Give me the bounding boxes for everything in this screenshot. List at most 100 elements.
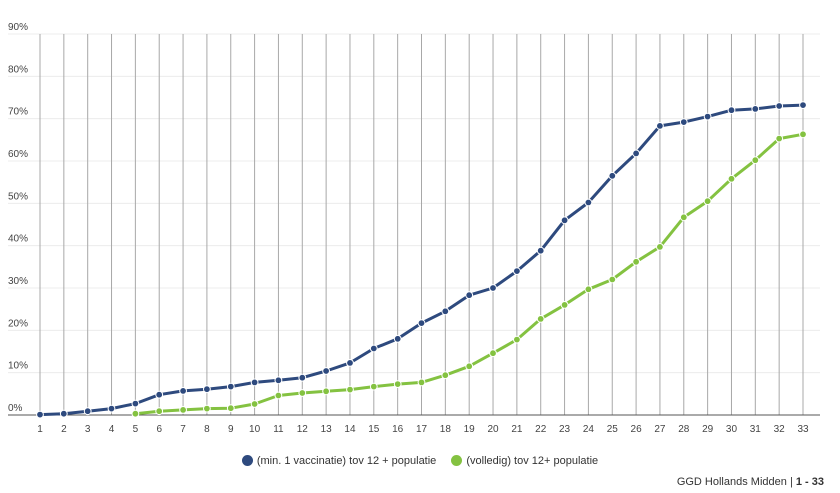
series-1-point bbox=[632, 149, 640, 158]
series-2-point bbox=[131, 409, 140, 418]
x-tick-label: 15 bbox=[368, 424, 380, 435]
series-1-point bbox=[775, 102, 784, 110]
x-tick-label: 26 bbox=[631, 424, 643, 435]
series-1-point bbox=[203, 385, 211, 394]
x-tick-label: 7 bbox=[180, 424, 186, 435]
series-2-point bbox=[226, 404, 235, 413]
series-2-point bbox=[536, 315, 545, 323]
series-2-point bbox=[489, 349, 497, 358]
series-2-point bbox=[250, 400, 259, 408]
series-2-point bbox=[799, 130, 807, 139]
series-2-point bbox=[775, 134, 784, 143]
series-2-point bbox=[703, 197, 712, 206]
series-1-point bbox=[608, 171, 617, 180]
x-tick-label: 17 bbox=[416, 424, 428, 435]
series-1-point bbox=[155, 390, 164, 399]
series-1-point bbox=[465, 291, 474, 300]
series-2-point bbox=[584, 285, 593, 294]
series-2-point bbox=[513, 335, 521, 344]
footer: GGD Hollands Midden | 1 - 33 bbox=[677, 476, 824, 488]
x-tick-label: 1 bbox=[37, 424, 43, 435]
footer-pages: 1 - 33 bbox=[795, 476, 824, 488]
series-2-point bbox=[608, 275, 617, 284]
y-tick-label: 20% bbox=[8, 318, 28, 329]
x-tick-label: 10 bbox=[249, 424, 261, 435]
series-1-point bbox=[346, 359, 354, 367]
series-1-point bbox=[59, 409, 68, 418]
x-tick-label: 28 bbox=[678, 424, 690, 435]
y-tick-label: 90% bbox=[8, 22, 28, 33]
series-2-point bbox=[727, 174, 736, 183]
series-1-point bbox=[36, 410, 44, 419]
series-2-point bbox=[393, 380, 402, 389]
footer-separator: | bbox=[789, 476, 793, 488]
x-tick-label: 24 bbox=[583, 424, 595, 435]
series-2-point bbox=[298, 389, 307, 397]
footer-source: GGD Hollands Midden bbox=[676, 476, 787, 488]
series-2-point bbox=[417, 378, 426, 387]
x-tick-label: 23 bbox=[559, 424, 571, 435]
x-tick-label: 3 bbox=[85, 424, 91, 435]
x-tick-label: 9 bbox=[228, 424, 234, 435]
x-tick-label: 16 bbox=[392, 424, 404, 435]
y-tick-label: 30% bbox=[8, 276, 28, 287]
series-1-point bbox=[560, 216, 569, 225]
y-tick-label: 70% bbox=[8, 107, 28, 118]
y-tick-label: 80% bbox=[8, 64, 28, 75]
x-tick-label: 33 bbox=[797, 424, 809, 435]
series-2-point bbox=[679, 213, 688, 222]
series-1-point bbox=[584, 198, 593, 207]
series-2-point bbox=[751, 156, 760, 165]
series-1-point bbox=[179, 387, 188, 395]
series-2-point bbox=[322, 387, 331, 396]
series-1-point bbox=[441, 307, 450, 316]
series-1-point bbox=[513, 267, 521, 276]
x-tick-label: 22 bbox=[535, 424, 547, 435]
series-1-point bbox=[417, 319, 426, 328]
x-tick-label: 11 bbox=[273, 424, 284, 435]
x-tick-label: 14 bbox=[344, 424, 356, 435]
y-tick-label: 50% bbox=[8, 191, 28, 202]
y-tick-label: 40% bbox=[8, 234, 28, 245]
x-tick-label: 2 bbox=[61, 424, 67, 435]
legend-label-fully-vaccinated: (volledig) tov 12+ populatie bbox=[466, 455, 599, 467]
series-1-point bbox=[656, 122, 664, 130]
series-1-point bbox=[107, 404, 116, 413]
y-tick-label: 0% bbox=[8, 403, 23, 414]
series-1-point bbox=[489, 284, 497, 292]
legend-item-first-dose[interactable]: (min. 1 vaccinatie) tov 12 + populatie bbox=[241, 455, 437, 467]
series-1-point bbox=[83, 407, 92, 416]
line-chart: 0%10%20%30%40%50%60%70%80%90%1 2 3 4 5 6 7 8 9 10… bbox=[8, 22, 820, 435]
x-tick-label: 29 bbox=[702, 424, 714, 435]
series-1-point bbox=[751, 105, 760, 113]
series-2-point bbox=[560, 301, 569, 309]
series-1-point bbox=[322, 367, 331, 375]
y-tick-label: 10% bbox=[8, 361, 28, 372]
series-1-point bbox=[298, 373, 307, 382]
series-2-point bbox=[656, 243, 664, 251]
series-2-point bbox=[203, 404, 211, 413]
series-2-point bbox=[632, 257, 640, 266]
x-tick-label: 19 bbox=[464, 424, 476, 435]
x-tick-label: 5 bbox=[133, 424, 139, 435]
legend-item-fully-vaccinated[interactable]: (volledig) tov 12+ populatie bbox=[451, 455, 598, 467]
x-tick-label: 18 bbox=[440, 424, 452, 435]
series-1-point bbox=[274, 376, 283, 385]
series-1-point bbox=[250, 378, 259, 387]
y-tick-label: 60% bbox=[8, 149, 28, 160]
x-tick-label: 31 bbox=[750, 424, 762, 435]
legend: (min. 1 vaccinatie) tov 12 + populatie (… bbox=[0, 455, 840, 467]
series-2-point bbox=[369, 382, 378, 391]
series-2-point bbox=[465, 362, 474, 371]
x-tick-label: 21 bbox=[511, 424, 523, 435]
series-1-point bbox=[799, 101, 807, 109]
series-1-point bbox=[703, 112, 712, 121]
series-1-point bbox=[727, 106, 736, 115]
series-2-point bbox=[155, 407, 164, 416]
x-tick-label: 32 bbox=[774, 424, 786, 435]
series-1-point bbox=[131, 399, 140, 408]
series-1-point bbox=[393, 334, 402, 343]
legend-label-first-dose: (min. 1 vaccinatie) tov 12 + populatie bbox=[256, 455, 437, 467]
x-tick-label: 27 bbox=[654, 424, 666, 435]
